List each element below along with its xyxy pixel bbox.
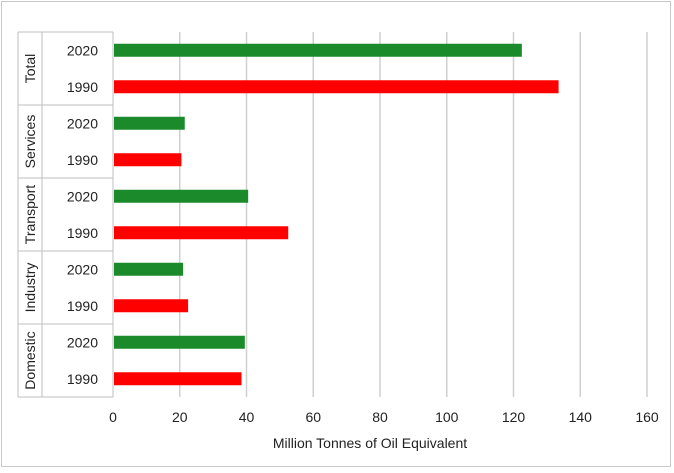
x-tick-label-80: 80 [372, 409, 388, 425]
bar-domestic-2020 [114, 335, 245, 349]
bar-domestic-1990 [114, 372, 242, 386]
bar-transport-2020 [114, 189, 249, 203]
group-label-services: Services [22, 115, 38, 169]
year-label-total-1990: 1990 [67, 79, 98, 95]
bar-industry-1990 [114, 299, 189, 313]
bar-total-2020 [114, 43, 522, 57]
x-tick-label-0: 0 [109, 409, 117, 425]
year-label-transport-2020: 2020 [67, 188, 98, 204]
bar-services-1990 [114, 153, 182, 167]
label-layer: Total Services Transport Industry Domestic 20… [22, 42, 659, 451]
bar-layer [114, 43, 559, 386]
year-label-transport-1990: 1990 [67, 225, 98, 241]
bar-transport-1990 [114, 226, 289, 240]
group-label-transport: Transport [22, 185, 38, 245]
year-label-industry-1990: 1990 [67, 298, 98, 314]
x-tick-label-140: 140 [569, 409, 593, 425]
chart-frame: Total Services Transport Industry Domestic 20… [1, 1, 671, 467]
x-tick-label-100: 100 [435, 409, 459, 425]
year-label-industry-2020: 2020 [67, 261, 98, 277]
year-label-total-2020: 2020 [67, 42, 98, 58]
x-axis-title: Million Tonnes of Oil Equivalent [273, 435, 467, 451]
group-label-domestic: Domestic [22, 331, 38, 389]
bar-total-1990 [114, 80, 559, 94]
year-label-services-2020: 2020 [67, 115, 98, 131]
x-tick-label-160: 160 [635, 409, 659, 425]
x-tick-label-40: 40 [239, 409, 255, 425]
group-label-total: Total [22, 54, 38, 84]
year-label-domestic-1990: 1990 [67, 371, 98, 387]
year-label-services-1990: 1990 [67, 152, 98, 168]
year-label-domestic-2020: 2020 [67, 334, 98, 350]
bar-chart: Total Services Transport Industry Domestic 20… [17, 31, 659, 451]
x-tick-label-120: 120 [502, 409, 526, 425]
axis-layer [17, 31, 114, 398]
x-tick-label-60: 60 [305, 409, 321, 425]
bar-industry-2020 [114, 262, 184, 276]
group-label-industry: Industry [22, 263, 38, 313]
bar-services-2020 [114, 116, 185, 130]
x-tick-label-20: 20 [172, 409, 188, 425]
